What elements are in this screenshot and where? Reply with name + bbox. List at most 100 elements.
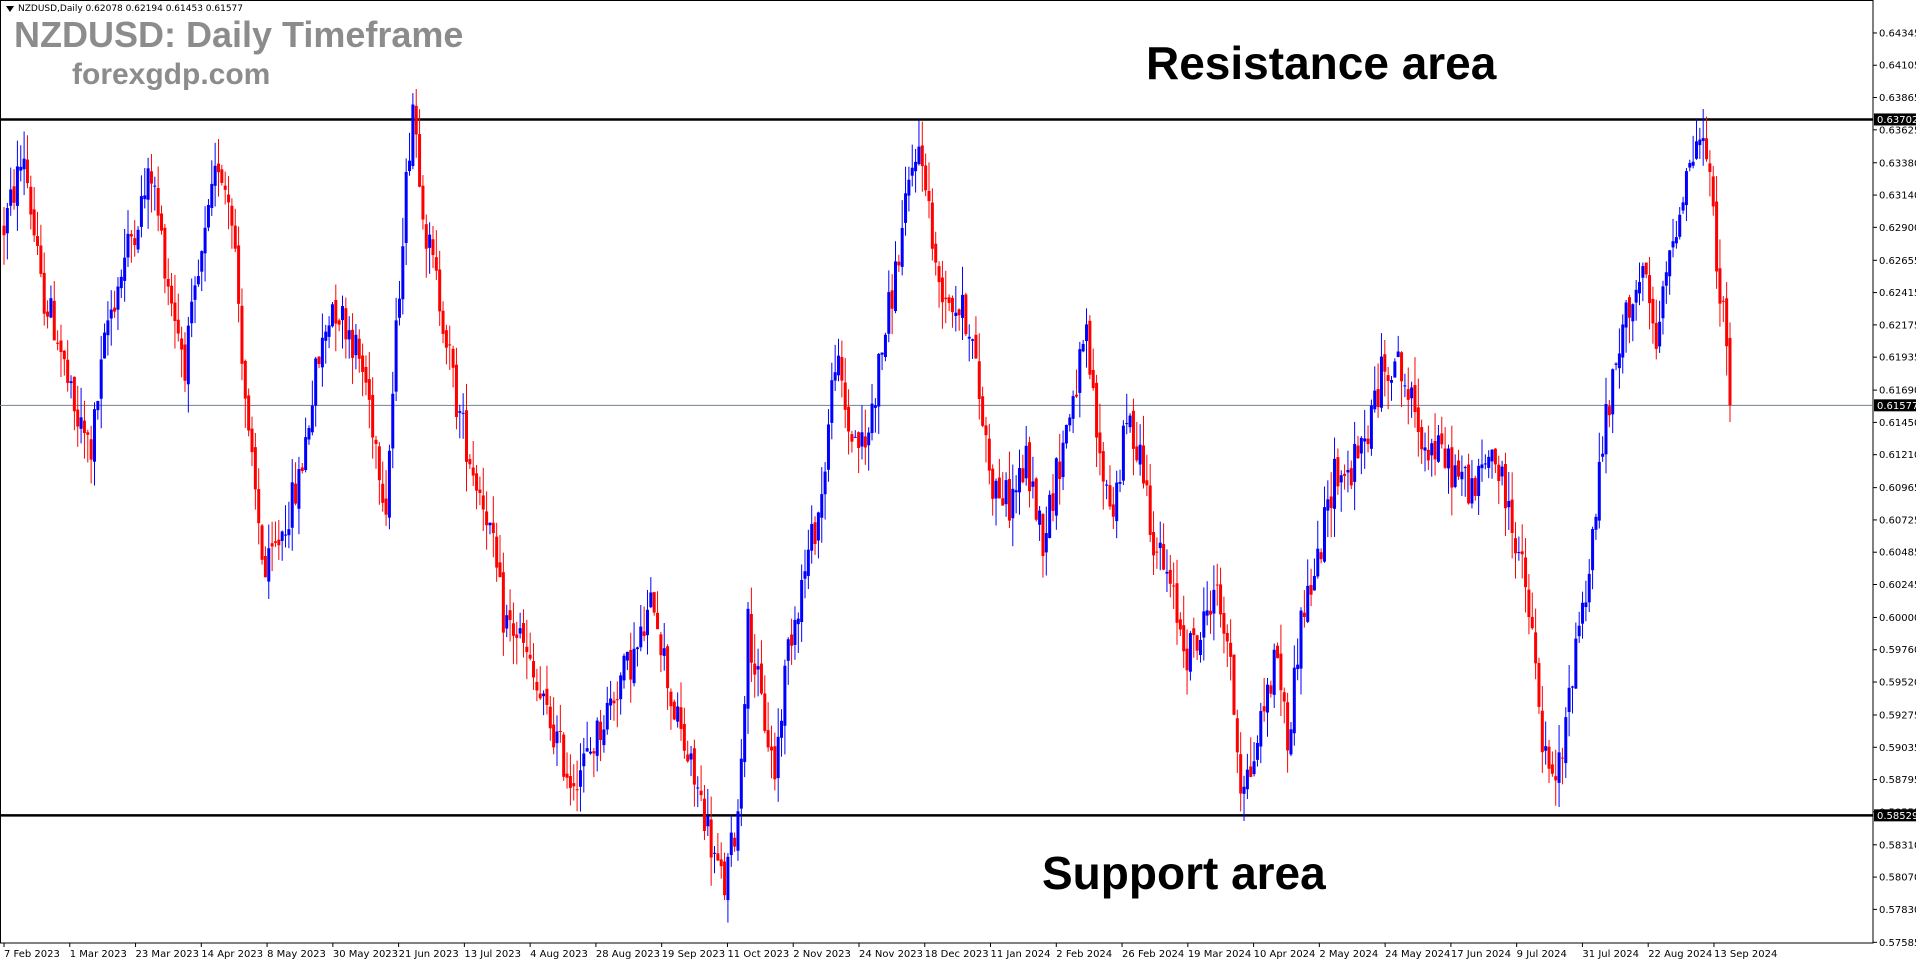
x-tick-label: 9 Jul 2024 [1517, 949, 1567, 960]
candle [129, 230, 133, 263]
support-price-tag [1874, 809, 1916, 822]
candle-body [1728, 337, 1732, 406]
candle-body [645, 609, 649, 636]
candle-body [625, 651, 629, 661]
candle [357, 329, 361, 373]
dropdown-triangle-icon[interactable] [6, 5, 14, 12]
candle-body [1339, 475, 1343, 483]
candle [1111, 486, 1115, 530]
candle [133, 220, 137, 257]
candle-body [790, 634, 794, 646]
candle [1346, 450, 1350, 493]
current-price-tag [1874, 399, 1916, 412]
candle [170, 272, 174, 317]
candle-body [428, 234, 432, 248]
candle-body [1038, 510, 1042, 525]
candle [602, 715, 606, 753]
candle [36, 211, 40, 256]
candle [1493, 448, 1497, 474]
candle-body [1192, 628, 1196, 636]
candle-body [424, 224, 428, 249]
candle-body [991, 468, 995, 499]
candle-body [1158, 542, 1162, 549]
candle [1688, 159, 1692, 172]
candle-body [1068, 417, 1072, 426]
candle-body [347, 330, 351, 340]
candle [394, 297, 398, 402]
candle [1195, 634, 1199, 660]
candle [260, 523, 264, 565]
candle [1363, 409, 1367, 469]
candle-body [216, 163, 220, 173]
candle [508, 589, 512, 642]
candle [1426, 425, 1430, 470]
candle-body [642, 631, 646, 636]
candle-body [987, 438, 991, 471]
candle [384, 470, 388, 526]
candle [1044, 506, 1048, 576]
candle [294, 462, 298, 506]
candle-body [934, 243, 938, 263]
candle [716, 833, 720, 862]
level-lines [0, 118, 1873, 817]
candle [1413, 357, 1417, 428]
candle [709, 796, 713, 886]
candle [810, 505, 814, 564]
candle [163, 223, 167, 294]
candle [1490, 449, 1494, 479]
candle [863, 409, 867, 465]
candle-body [585, 748, 589, 752]
candle-body [498, 562, 502, 578]
candle-body [749, 614, 753, 663]
candle-body [1510, 499, 1514, 533]
candle [759, 640, 763, 696]
candle-body [1574, 638, 1578, 689]
candle-body [1396, 351, 1400, 358]
candle-body [1353, 443, 1357, 482]
candle-body [29, 186, 33, 215]
candle-body [79, 417, 83, 429]
support-price-tag-label: 0.58529 [1877, 811, 1916, 822]
candle [1664, 261, 1668, 304]
candle [790, 618, 794, 665]
candle [1373, 366, 1377, 413]
candle-body [190, 301, 194, 324]
y-tick-label: 0.61935 [1879, 353, 1916, 364]
candle-body [1591, 529, 1595, 571]
resistance-price-tag [1874, 113, 1916, 126]
candle [1259, 702, 1263, 764]
y-tick-label: 0.63865 [1879, 93, 1916, 104]
candle-body [253, 447, 257, 490]
candle-body [153, 185, 157, 187]
candle [1329, 472, 1333, 538]
candle [1614, 362, 1618, 371]
candle [890, 274, 894, 335]
candle-body [411, 104, 415, 166]
candle-body [260, 525, 264, 560]
candle-body [96, 401, 100, 411]
candle-body [629, 649, 633, 680]
candle-body [1621, 324, 1625, 358]
candle-body [277, 539, 281, 546]
candle-body [307, 428, 311, 440]
candle [468, 454, 472, 469]
price-tags: 0.63702 0.58529 0.61577 [1874, 113, 1916, 822]
candle-body [1346, 469, 1350, 473]
candle [1406, 367, 1410, 425]
candle-body [508, 610, 512, 621]
candle-body [1550, 764, 1554, 774]
candle [843, 358, 847, 429]
candle [1222, 596, 1226, 654]
candle [491, 496, 495, 558]
candle-body [1034, 478, 1038, 520]
candle [1239, 732, 1243, 812]
candle [25, 135, 29, 189]
candle [1054, 457, 1058, 530]
candle [1443, 427, 1447, 470]
candle-body [1584, 602, 1588, 608]
candle-body [394, 320, 398, 392]
candle [977, 333, 981, 420]
candle-body [458, 411, 462, 413]
candle [642, 606, 646, 642]
